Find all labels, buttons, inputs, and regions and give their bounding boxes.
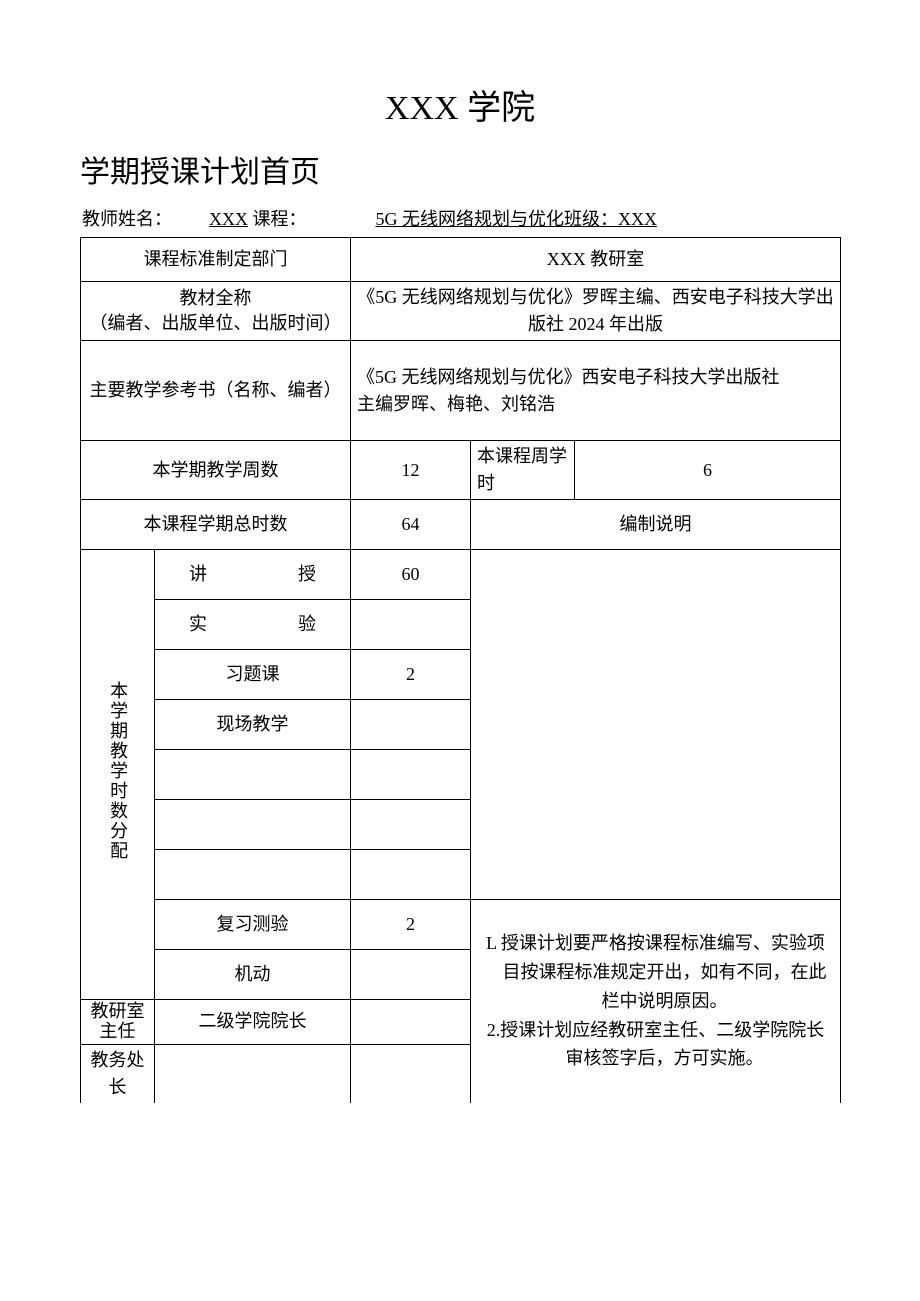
field-label-cell: 现场教学 (155, 700, 351, 750)
refbook-value-1: 《5G 无线网络规划与优化》西安电子科技大学出版社 (357, 364, 836, 391)
field-value-cell (351, 700, 471, 750)
lecture-char2: 授 (298, 561, 316, 588)
lecture-value-cell: 60 (351, 550, 471, 600)
hours-per-week-label-cell: 本课程周学时 (471, 441, 575, 500)
dean-label-cell: 二级学院院长 (155, 1000, 351, 1045)
review-value-cell: 2 (351, 900, 471, 950)
institution-title: XXX 学院 (80, 80, 840, 129)
textbook-label-1: 教材全称 (85, 286, 346, 311)
blank2-value-cell (351, 800, 471, 850)
class-value: XXX (618, 209, 657, 229)
teacher-value: XXX (209, 209, 248, 229)
course-value: 5G 无线网络规划与优化 (376, 209, 565, 229)
refbook-value-2: 主编罗晖、梅艳、刘铭浩 (357, 391, 836, 418)
teacher-course-line: 教师姓名： XXX 课程： 5G 无线网络规划与优化班级：XXX (80, 205, 840, 231)
hours-per-week-value-cell: 6 (575, 441, 841, 500)
total-hours-label-cell: 本课程学期总时数 (81, 500, 351, 550)
office-head-label-cell: 教研室主任 (81, 1000, 155, 1045)
notes-upper-blank (471, 550, 841, 900)
notes-content-cell: L 授课计划要严格按课程标准编写、实验项目按课程标准规定开出，如有不同，在此栏中… (471, 900, 841, 1103)
blank3-value-cell (351, 850, 471, 900)
teacher-label: 教师姓名： (82, 209, 172, 229)
total-hours-value-cell: 64 (351, 500, 471, 550)
notes-line-1: L 授课计划要严格按课程标准编写、实验项目按课程标准规定开出，如有不同，在此栏中… (479, 929, 832, 1015)
dean-sign-cell (351, 1000, 471, 1045)
academic-head-blank1 (155, 1044, 351, 1103)
blank1-value-cell (351, 750, 471, 800)
main-table: 课程标准制定部门 XXX 教研室 教材全称 （编者、出版单位、出版时间） 《5G… (80, 237, 841, 1103)
blank2-label-cell (155, 800, 351, 850)
flexible-value-cell (351, 950, 471, 1000)
weeks-label-cell: 本学期教学周数 (81, 441, 351, 500)
dept-label-cell: 课程标准制定部门 (81, 238, 351, 282)
blank1-label-cell (155, 750, 351, 800)
experiment-char2: 验 (298, 611, 316, 638)
course-label-inline: 课程： (253, 209, 307, 229)
notes-line-2: 2.授课计划应经教研室主任、二级学院院长审核签字后，方可实施。 (479, 1016, 832, 1074)
textbook-value-cell: 《5G 无线网络规划与优化》罗晖主编、西安电子科技大学出版社 2024 年出版 (351, 282, 841, 341)
dept-value-cell: XXX 教研室 (351, 238, 841, 282)
experiment-label-cell: 实 验 (155, 600, 351, 650)
refbook-value-cell: 《5G 无线网络规划与优化》西安电子科技大学出版社 主编罗晖、梅艳、刘铭浩 (351, 341, 841, 441)
lecture-label-cell: 讲 授 (155, 550, 351, 600)
flexible-label-cell: 机动 (155, 950, 351, 1000)
textbook-label-2: （编者、出版单位、出版时间） (85, 311, 346, 336)
exercise-value-cell: 2 (351, 650, 471, 700)
notes-label-cell: 编制说明 (471, 500, 841, 550)
allocation-section-label: 本学期教学时数分配 (105, 681, 130, 861)
exercise-label-cell: 习题课 (155, 650, 351, 700)
blank3-label-cell (155, 850, 351, 900)
experiment-char1: 实 (189, 611, 207, 638)
class-label: 班级： (564, 209, 618, 229)
textbook-label-cell: 教材全称 （编者、出版单位、出版时间） (81, 282, 351, 341)
allocation-section-label-cell: 本学期教学时数分配 (81, 550, 155, 1000)
academic-head-label-cell: 教务处长 (81, 1044, 155, 1103)
lecture-char1: 讲 (189, 561, 207, 588)
refbook-label-cell: 主要教学参考书（名称、编者） (81, 341, 351, 441)
academic-head-blank2 (351, 1044, 471, 1103)
page-subtitle: 学期授课计划首页 (80, 147, 840, 191)
review-label-cell: 复习测验 (155, 900, 351, 950)
experiment-value-cell (351, 600, 471, 650)
weeks-value-cell: 12 (351, 441, 471, 500)
